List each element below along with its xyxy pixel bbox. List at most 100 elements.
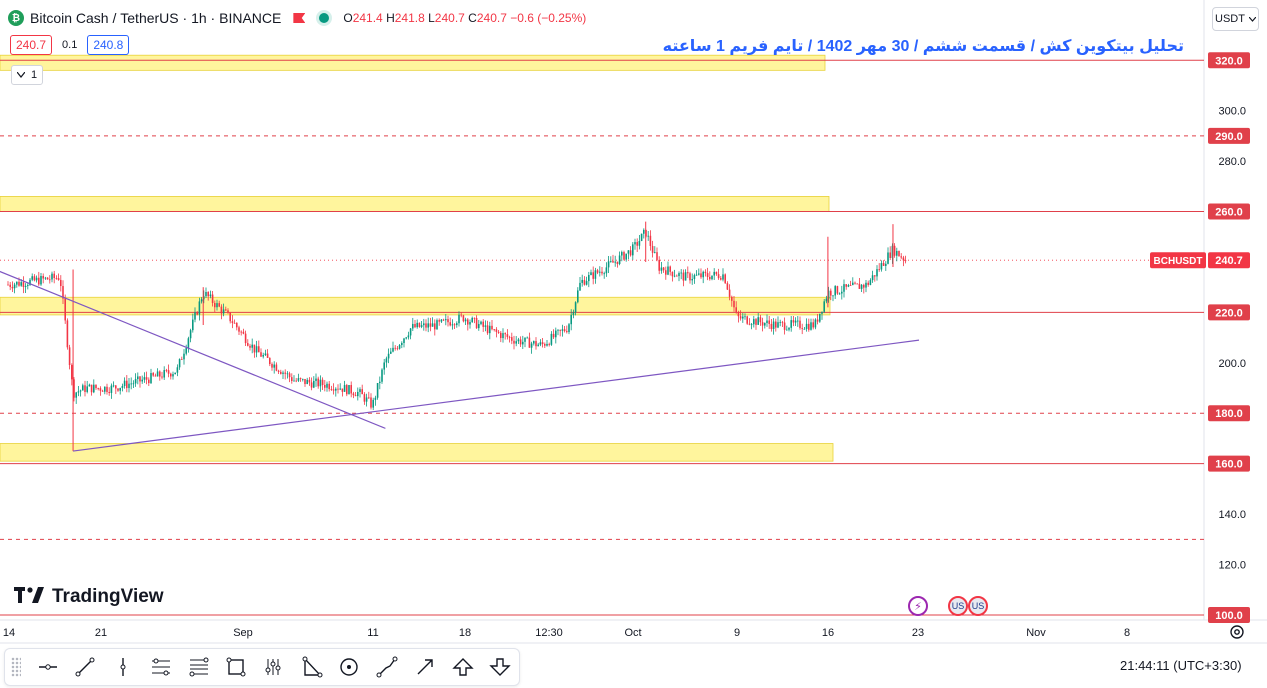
triangle-pattern-tool[interactable]: [293, 652, 331, 682]
symbol-tag-label: BCHUSDT: [1154, 256, 1203, 267]
parallel-channel-icon: [151, 658, 170, 676]
candle-body: [693, 275, 696, 280]
candle-body: [335, 388, 337, 391]
candle-body: [673, 275, 676, 277]
candle-body: [546, 343, 548, 346]
candle-body: [396, 348, 399, 350]
symbol-name[interactable]: Bitcoin Cash: [30, 10, 109, 26]
candle-body: [189, 330, 192, 339]
candle-body: [865, 282, 867, 288]
candle-body: [337, 388, 339, 390]
fib-retracement-tool[interactable]: [180, 652, 218, 682]
candle-body: [236, 323, 238, 328]
exchange-name[interactable]: BINANCE: [219, 10, 282, 26]
long-position-tool[interactable]: [255, 652, 293, 682]
candle-body: [132, 383, 135, 385]
quote-name[interactable]: TetherUS: [120, 10, 179, 26]
time-tick-label: 9: [734, 627, 740, 639]
candle-body: [783, 322, 786, 330]
horizontal-line-tool[interactable]: [29, 652, 67, 682]
currency-selector[interactable]: USDT: [1212, 7, 1259, 31]
price-tick-label: 240.7: [1215, 255, 1243, 267]
coin-icon: ₿: [8, 10, 24, 26]
candle-body: [671, 271, 674, 277]
price-tick-label: 140.0: [1218, 509, 1246, 521]
candle-body: [60, 279, 62, 287]
candle-body: [882, 263, 885, 266]
vertical-line-tool[interactable]: [104, 652, 142, 682]
candle-body: [717, 274, 720, 279]
candle-body: [469, 322, 471, 325]
flag-icon[interactable]: [293, 13, 306, 23]
candle-body: [728, 289, 731, 297]
candle-body: [812, 322, 814, 328]
candle-body: [544, 344, 546, 346]
candle-body: [310, 382, 313, 388]
us-flag-icon[interactable]: US: [948, 596, 968, 616]
timezone: (UTC+3:30): [1173, 658, 1242, 673]
arrow-tool[interactable]: [406, 652, 444, 682]
parallel-channel-tool[interactable]: [142, 652, 180, 682]
candle-body: [722, 274, 724, 280]
candle-body: [280, 371, 282, 374]
candle-body: [904, 260, 907, 262]
candle-body: [90, 384, 93, 393]
candle-body: [434, 323, 436, 330]
candle-body: [207, 291, 209, 297]
candle-body: [262, 355, 264, 357]
candle-body: [387, 353, 390, 359]
arrow-down-tool[interactable]: [481, 652, 519, 682]
candle-body: [423, 323, 425, 326]
candle-body: [700, 273, 702, 278]
candle-body: [187, 338, 190, 349]
candle-body: [827, 290, 830, 299]
lightning-icon[interactable]: ⚡: [908, 596, 928, 616]
candle-body: [711, 275, 713, 280]
ask-price[interactable]: 240.8: [87, 35, 130, 55]
price-tick-label: 100.0: [1215, 610, 1243, 622]
rectangle-tool[interactable]: [217, 652, 255, 682]
clock-display[interactable]: 21:44:11 (UTC+3:30): [1120, 658, 1242, 673]
drawing-toolbar: [4, 648, 520, 686]
candle-body: [409, 328, 412, 336]
arrow-up-tool[interactable]: [444, 652, 482, 682]
candle-body: [242, 331, 245, 334]
candle-body: [640, 233, 643, 241]
candle-body: [493, 329, 495, 331]
us-flag-icon[interactable]: US: [968, 596, 988, 616]
grip-icon[interactable]: [11, 657, 21, 677]
settings-icon[interactable]: [1228, 623, 1246, 641]
candle-body: [110, 385, 113, 393]
candle-body: [502, 333, 504, 339]
candle-body: [770, 323, 773, 330]
tradingview-logo[interactable]: TradingView: [14, 586, 164, 608]
candle-body: [266, 353, 269, 358]
circle-tool[interactable]: [331, 652, 369, 682]
chevron-down-icon: [16, 72, 25, 78]
candle-body: [601, 271, 603, 274]
candle-body: [84, 385, 86, 392]
symbol-header[interactable]: ₿ Bitcoin Cash / TetherUS · 1h · BINANCE…: [8, 8, 586, 28]
interval-label[interactable]: 1h: [191, 10, 207, 26]
candle-body: [128, 383, 130, 389]
candle-body: [900, 256, 902, 258]
candle-body: [473, 317, 476, 319]
candle-body: [819, 313, 821, 322]
candle-body: [440, 319, 443, 322]
symbol-separator: /: [112, 10, 117, 26]
candle-body: [170, 373, 172, 377]
bid-price[interactable]: 240.7: [10, 35, 53, 55]
brush-tool[interactable]: [368, 652, 406, 682]
candle-body: [764, 323, 766, 326]
candle-body: [614, 261, 616, 263]
candle-body: [247, 343, 249, 346]
indicators-toggle[interactable]: 1: [11, 65, 43, 85]
candle-body: [456, 323, 458, 326]
candle-body: [447, 319, 449, 323]
trend-line-tool[interactable]: [67, 652, 105, 682]
candle-body: [585, 281, 588, 285]
candle-body: [871, 275, 874, 281]
candle-body: [407, 335, 410, 338]
candle-body: [658, 259, 660, 271]
